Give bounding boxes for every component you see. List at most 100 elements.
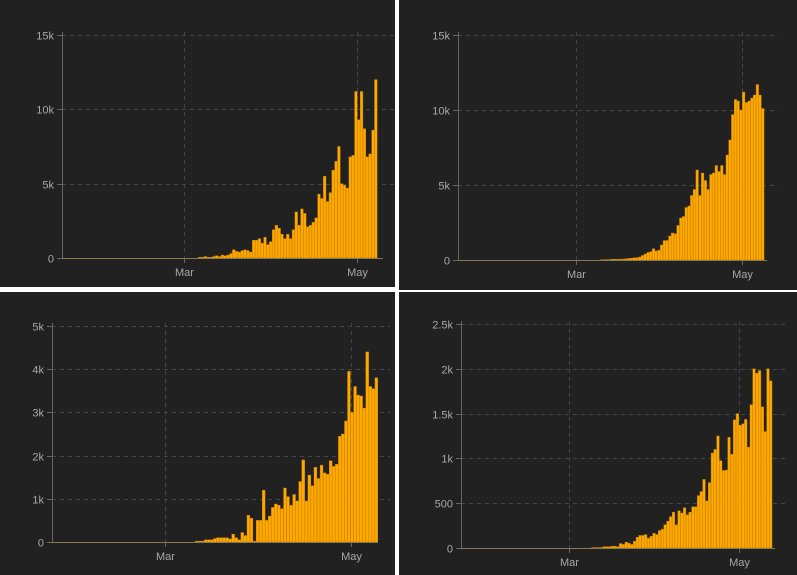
bar bbox=[329, 460, 333, 543]
bar bbox=[311, 222, 315, 259]
bar bbox=[283, 238, 287, 259]
bar bbox=[351, 155, 355, 259]
bar bbox=[246, 250, 250, 259]
bar bbox=[660, 528, 664, 549]
bar bbox=[677, 510, 681, 549]
bar bbox=[277, 228, 281, 259]
bar bbox=[231, 534, 235, 543]
bar bbox=[371, 388, 375, 543]
bar bbox=[307, 474, 311, 543]
y-tick-label: 0 bbox=[447, 544, 453, 556]
bar bbox=[758, 94, 762, 261]
bar bbox=[744, 419, 748, 549]
bar bbox=[720, 165, 724, 261]
bar bbox=[738, 425, 742, 549]
bar bbox=[218, 256, 222, 259]
bar bbox=[365, 351, 369, 543]
chart-panel-bottom-right: 0 500 1k 1.5k 2k 2.5k Mar May bbox=[399, 292, 797, 575]
bar bbox=[712, 172, 716, 261]
y-tick-label: 2k bbox=[32, 452, 44, 464]
bar bbox=[755, 373, 759, 549]
bar bbox=[297, 225, 301, 259]
bar bbox=[750, 97, 754, 261]
bar bbox=[766, 368, 770, 549]
bar bbox=[621, 258, 625, 261]
bar bbox=[709, 174, 713, 261]
bar bbox=[206, 257, 210, 259]
bar bbox=[368, 153, 372, 259]
bar bbox=[646, 537, 650, 549]
bar bbox=[286, 234, 290, 259]
bar bbox=[374, 377, 379, 543]
bar bbox=[249, 518, 254, 543]
bar bbox=[694, 506, 698, 549]
bar bbox=[690, 195, 694, 261]
bar bbox=[735, 413, 739, 549]
bar bbox=[613, 546, 617, 549]
bar bbox=[619, 258, 623, 261]
bar bbox=[340, 183, 344, 259]
bar bbox=[357, 119, 361, 259]
y-tick-label: 5k bbox=[42, 180, 54, 192]
bar bbox=[724, 469, 728, 549]
bar bbox=[649, 251, 653, 261]
bar bbox=[228, 538, 232, 543]
bar bbox=[255, 520, 260, 543]
bar bbox=[306, 226, 310, 259]
bar bbox=[662, 240, 666, 261]
bar bbox=[260, 242, 264, 259]
bar bbox=[747, 100, 751, 261]
y-tick-label: 4k bbox=[32, 365, 44, 377]
bar bbox=[283, 487, 287, 543]
bar bbox=[685, 514, 689, 549]
bar bbox=[295, 500, 299, 543]
bar bbox=[769, 380, 773, 549]
bar bbox=[741, 423, 745, 549]
bar bbox=[660, 244, 664, 261]
chart-panel-top-right: 0 5k 10k 15k Mar May bbox=[399, 0, 797, 290]
bar bbox=[226, 254, 230, 259]
bar bbox=[713, 449, 717, 549]
bar bbox=[683, 507, 687, 549]
bar bbox=[671, 232, 675, 261]
bar bbox=[730, 454, 734, 549]
bar bbox=[733, 99, 737, 261]
bar bbox=[671, 511, 675, 549]
bar bbox=[343, 184, 347, 259]
bar bbox=[319, 464, 324, 543]
bar bbox=[198, 540, 202, 543]
bar bbox=[616, 259, 620, 261]
bar bbox=[223, 255, 227, 259]
bar bbox=[268, 515, 272, 543]
bar bbox=[237, 251, 241, 259]
bar bbox=[237, 539, 241, 543]
bar bbox=[710, 452, 714, 549]
bar bbox=[627, 542, 631, 549]
bar bbox=[644, 534, 648, 549]
bar bbox=[258, 520, 263, 543]
bar bbox=[263, 236, 267, 259]
bar bbox=[194, 540, 199, 543]
bar bbox=[703, 180, 707, 261]
bar bbox=[240, 532, 244, 543]
bar bbox=[286, 496, 290, 543]
y-tick-label: 1k bbox=[441, 454, 453, 466]
bar bbox=[292, 494, 296, 543]
y-tick-label: 15k bbox=[432, 31, 450, 43]
bar bbox=[350, 412, 354, 543]
bar bbox=[621, 544, 625, 549]
bar bbox=[668, 235, 672, 261]
bar bbox=[322, 472, 327, 543]
x-tick-label: May bbox=[341, 551, 362, 563]
bar bbox=[610, 546, 614, 549]
bar bbox=[695, 169, 699, 261]
bar bbox=[632, 257, 636, 261]
bar bbox=[699, 491, 703, 549]
bar bbox=[619, 543, 623, 549]
bar bbox=[651, 248, 655, 261]
bar bbox=[760, 406, 764, 549]
bar bbox=[200, 257, 205, 259]
bar bbox=[257, 238, 261, 259]
bar bbox=[665, 240, 669, 261]
bar bbox=[360, 91, 364, 259]
